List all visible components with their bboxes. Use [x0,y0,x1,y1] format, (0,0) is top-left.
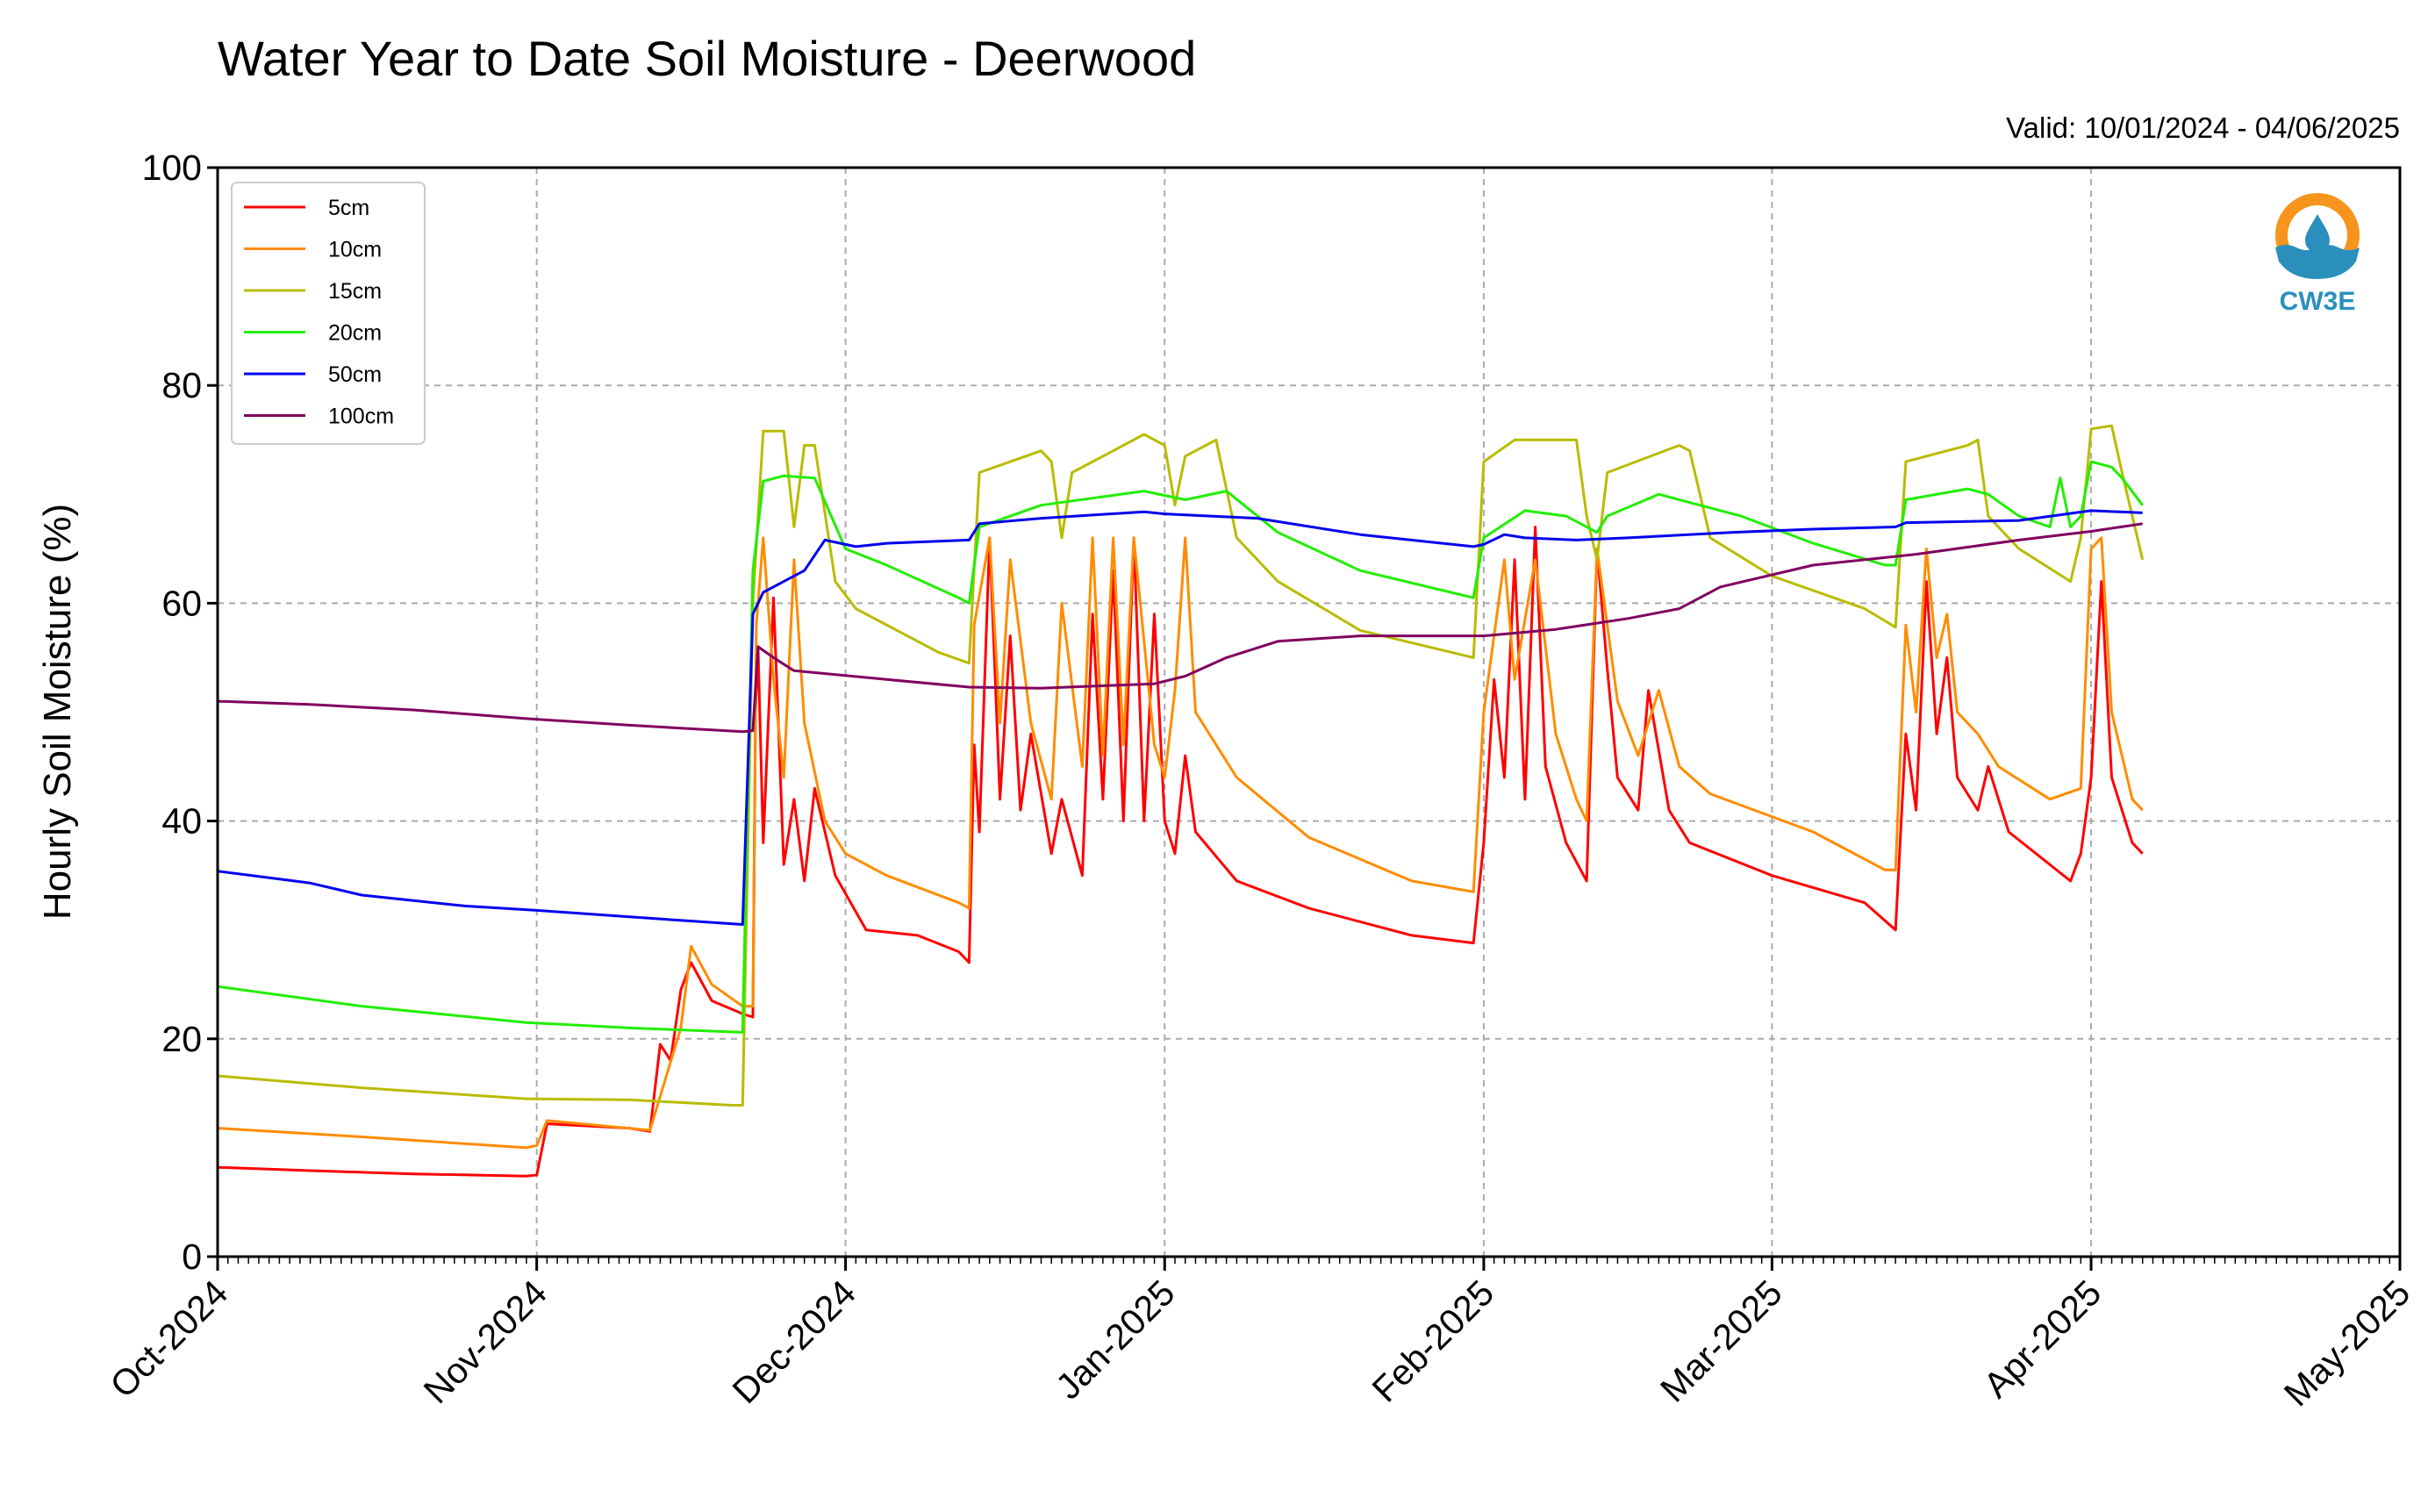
plot-frame [216,166,2402,1258]
valid-date-range: Valid: 10/01/2024 - 04/06/2025 [2006,111,2400,144]
x-tick-label: Dec-2024 [725,1272,863,1411]
cw3e-logo: CW3E [2275,193,2360,316]
series-line-15cm [217,424,2145,1107]
series-lines [217,424,2145,1178]
y-tick-label: 100 [142,147,202,188]
series-line-20cm [217,460,2144,1034]
x-tick-label: Feb-2025 [1364,1272,1502,1410]
series-line-50cm [217,509,2143,926]
logo-water-drop-icon [2305,214,2330,253]
y-tick-label: 20 [161,1019,202,1059]
legend-label: 100cm [328,405,394,429]
legend-label: 50cm [328,362,382,387]
logo-text: CW3E [2280,287,2356,316]
x-tick-label: Jan-2025 [1048,1272,1182,1407]
grid-lines [218,168,2400,1257]
x-tick-label: Apr-2025 [1976,1272,2109,1406]
legend-label: 10cm [328,238,382,262]
x-tick-label: May-2025 [2276,1272,2417,1414]
x-tick-label: Nov-2024 [416,1272,555,1411]
y-tick-label: 40 [161,801,202,842]
logo-waves-icon [2275,245,2360,279]
series-line-10cm [217,536,2144,1150]
y-tick-label: 80 [161,365,202,405]
chart-title: Water Year to Date Soil Moisture - Deerw… [218,31,1196,86]
y-axis: 0 20 40 60 80 100 [142,147,218,1277]
series-line-100cm [217,522,2143,734]
legend-label: 5cm [328,196,369,220]
x-axis: Oct-2024 Nov-2024 Dec-2024 Jan-2025 Feb-2025… [103,1257,2417,1414]
legend: 5cm 10cm 15cm 20cm 50cm 100cm [231,182,426,445]
y-tick-label: 60 [161,583,202,623]
y-axis-label: Hourly Soil Moisture (%) [36,504,79,920]
legend-label: 15cm [328,279,382,304]
x-tick-label: Mar-2025 [1652,1272,1790,1410]
x-tick-label: Oct-2024 [103,1272,236,1406]
legend-label: 20cm [328,321,382,346]
y-tick-label: 0 [182,1236,202,1277]
